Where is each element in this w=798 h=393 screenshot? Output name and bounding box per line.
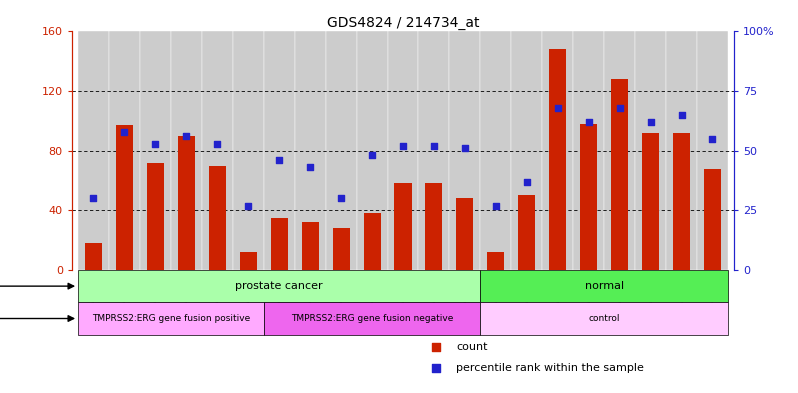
Bar [642,133,659,270]
Point [180,133,193,140]
Point [211,140,223,147]
Bar [109,31,140,270]
Point [551,105,564,111]
Point [675,112,688,118]
Bar [512,31,543,270]
Point [273,157,286,163]
Point [118,129,131,135]
Bar [394,184,412,270]
Bar [78,31,109,270]
Bar [357,31,388,270]
Text: normal: normal [585,281,624,291]
Text: count: count [456,342,488,352]
Bar [704,169,721,270]
Bar [294,31,326,270]
Bar [480,31,512,270]
Bar [543,31,573,270]
Point [365,152,378,159]
Bar [425,184,442,270]
Text: genotype/variation: genotype/variation [0,314,73,323]
Bar [233,31,263,270]
Bar [488,252,504,270]
Bar [78,302,263,335]
Bar [456,198,473,270]
Bar [449,31,480,270]
Bar [239,252,257,270]
Point [242,202,255,209]
Text: control: control [588,314,620,323]
Point [583,119,595,125]
Bar [697,31,728,270]
Bar [604,31,635,270]
Point [304,164,317,171]
Bar [140,31,171,270]
Bar [480,270,728,302]
Bar [518,195,535,270]
Bar [333,228,350,270]
Bar [418,31,449,270]
Point [489,202,502,209]
Point [644,119,657,125]
Point [459,145,472,151]
Point [334,195,347,202]
Bar [364,213,381,270]
Text: TMPRSS2:ERG gene fusion negative: TMPRSS2:ERG gene fusion negative [290,314,453,323]
Point [706,136,719,142]
Point [520,178,533,185]
Text: prostate cancer: prostate cancer [235,281,323,291]
Bar [388,31,418,270]
Text: percentile rank within the sample: percentile rank within the sample [456,363,644,373]
Bar [611,79,628,270]
Bar [178,136,195,270]
Bar [271,218,288,270]
Text: TMPRSS2:ERG gene fusion positive: TMPRSS2:ERG gene fusion positive [92,314,250,323]
Bar [202,31,233,270]
Bar [635,31,666,270]
Bar [480,302,728,335]
Bar [549,50,567,270]
Point [87,195,100,202]
Point [428,143,440,149]
Point [102,343,115,350]
Bar [78,270,480,302]
Bar [116,125,133,270]
Bar [673,133,690,270]
Bar [85,243,102,270]
Bar [302,222,318,270]
Bar [263,302,480,335]
Bar [263,31,294,270]
Bar [573,31,604,270]
Point [397,143,409,149]
Point [102,365,115,371]
Bar [580,124,597,270]
Text: disease state: disease state [0,281,73,291]
Bar [147,163,164,270]
Point [149,140,162,147]
Title: GDS4824 / 214734_at: GDS4824 / 214734_at [326,17,480,30]
Bar [171,31,202,270]
Bar [666,31,697,270]
Bar [209,165,226,270]
Bar [326,31,357,270]
Point [613,105,626,111]
